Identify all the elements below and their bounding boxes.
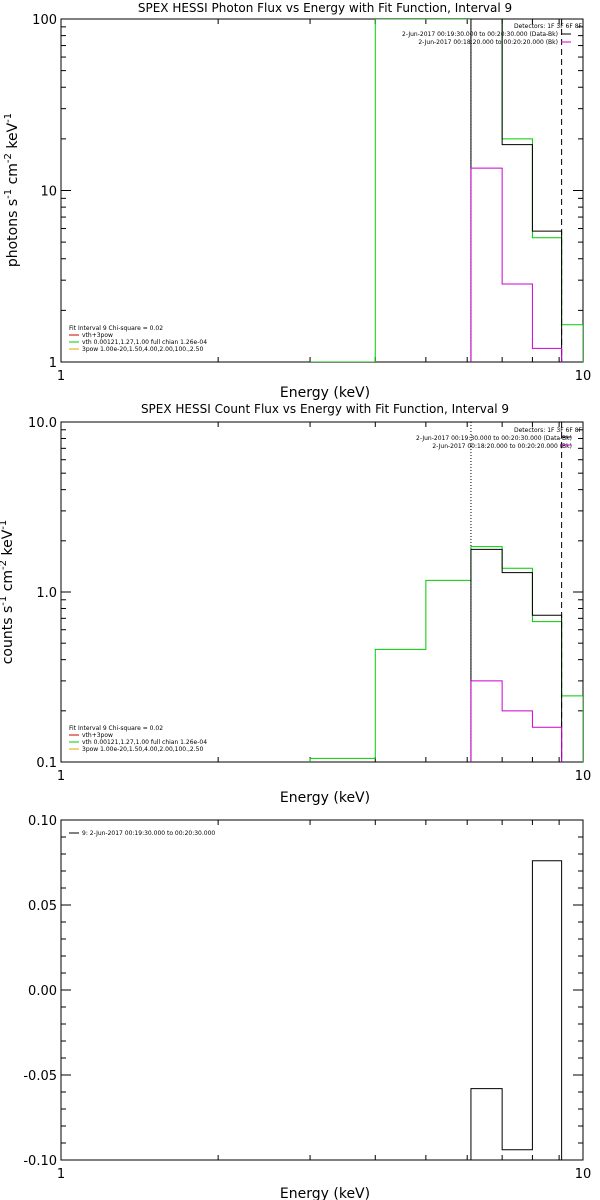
panel1-x-tick-label: 1 — [57, 369, 65, 384]
panel2-ylabel: counts s-1 cm-2 keV-1 — [0, 520, 16, 665]
panel1-legend-entry: vth 0.00121,1.27,1.00 full chian 1.26e-0… — [82, 339, 207, 346]
panel2-legend-entry: 3pow 1.00e-20,1.50,4.00,2.00,100.,2.50 — [82, 746, 203, 753]
panel2-series-2-histogram — [470, 548, 563, 762]
panel2-legend-entry: Fit Interval 9 Chi-square = 0.02 — [69, 725, 163, 732]
panel3-x-tick-label: 10 — [575, 1167, 592, 1182]
panel2-x-tick-label: 1 — [57, 769, 65, 784]
panel1-title: SPEX HESSI Photon Flux vs Energy with Fi… — [138, 1, 512, 15]
panel1-header-line-2: 2-Jun-2017 00:18:20.000 to 00:20:20.000 … — [418, 39, 558, 46]
panel2-title: SPEX HESSI Count Flux vs Energy with Fit… — [141, 402, 509, 416]
panel2-header-line-2: 2-Jun-2017 00:18:20.000 to 00:20:20.000 … — [432, 443, 572, 450]
panel1-x-tick-label: 10 — [575, 369, 592, 384]
panel1-y-tick-label: 100 — [32, 13, 57, 28]
panel2-header-line-1: 2-Jun-2017 00:19:30.000 to 00:20:30.000 … — [416, 435, 572, 442]
panel1-y-tick-label: 10 — [40, 185, 57, 200]
panel2-detectors: Detectors: 1F 3F 6F 8F — [514, 427, 583, 434]
panel3-y-tick-label: -0.10 — [23, 1154, 57, 1169]
panel3-y-tick-label: 0.00 — [28, 984, 57, 999]
panel3-legend-entry: 9: 2-Jun-2017 00:19:30.000 to 00:20:30.0… — [82, 830, 215, 837]
panel2-y-tick-label: 10.0 — [28, 416, 57, 431]
panel2-legend-entry: vth 0.00121,1.27,1.00 full chian 1.26e-0… — [82, 739, 207, 746]
panel1-legend-entry: Fit Interval 9 Chi-square = 0.02 — [69, 325, 163, 332]
panel1-legend-entry: 3pow 1.00e-20,1.50,4.00,2.00,100.,2.50 — [82, 346, 203, 353]
panel3-y-tick-label: 0.05 — [28, 899, 57, 914]
panel1-axes-frame — [60, 18, 584, 363]
panel3-x-tick-label: 1 — [57, 1167, 65, 1182]
panel1-series-2-histogram — [470, 19, 563, 362]
panel3-y-tick-label: 0.10 — [28, 814, 57, 829]
panel1-y-tick-label: 1 — [49, 356, 57, 371]
panel3-xlabel: Energy (keV) — [280, 1186, 370, 1200]
panel2-x-tick-label: 10 — [575, 769, 592, 784]
panel2-y-tick-label: 0.1 — [36, 756, 57, 771]
panel2-series-3-histogram — [470, 680, 563, 762]
panel1-series-3-histogram — [470, 167, 563, 362]
panel2-legend-entry: vth+3pow — [82, 732, 113, 739]
panel1-legend-entry: vth+3pow — [82, 332, 113, 339]
panel3-series-1-histogram — [470, 860, 563, 1160]
panel2-xlabel: Energy (keV) — [280, 790, 370, 806]
panel1-header-line-1: 2-Jun-2017 00:19:30.000 to 00:20:30.000 … — [402, 31, 558, 38]
panel3-y-tick-label: -0.05 — [23, 1069, 57, 1084]
panel3-axes-frame — [60, 819, 584, 1161]
panel1-xlabel: Energy (keV) — [280, 385, 370, 401]
panel1-ylabel: photons s-1 cm-2 keV-1 — [3, 113, 21, 267]
panel1-series-1-histogram — [310, 19, 583, 362]
panel1-detectors: Detectors: 1F 3F 6F 8F — [514, 23, 583, 30]
panel2-y-tick-label: 1.0 — [36, 586, 57, 601]
panel2-series-1-histogram — [309, 546, 583, 762]
